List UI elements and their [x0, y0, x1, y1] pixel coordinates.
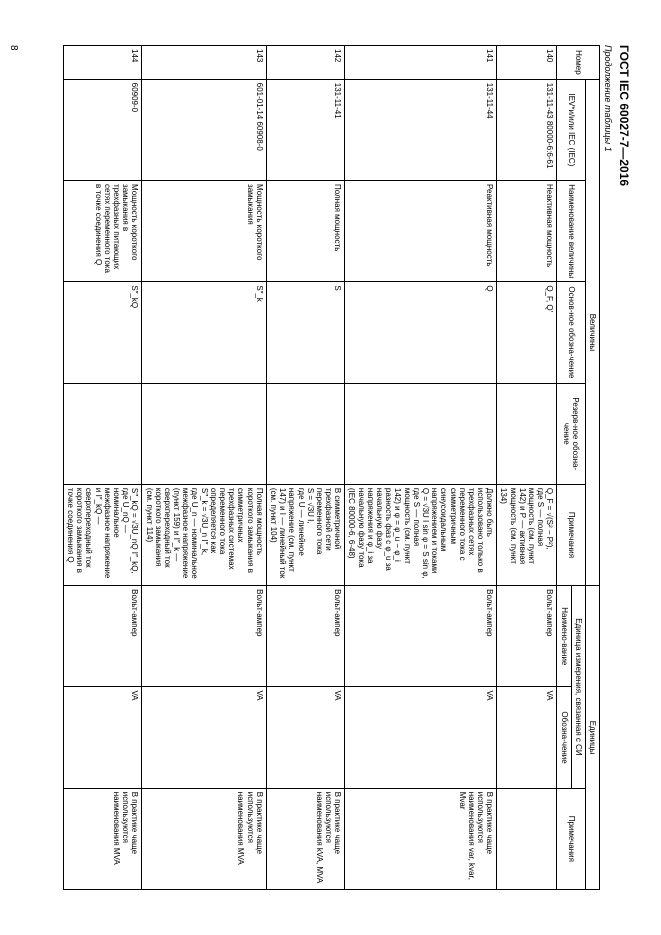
cell-iev: 60909-0	[63, 79, 142, 180]
cell-name: Мощность короткого замыкания	[142, 181, 266, 282]
table-row: 141131-11-44Реактивная мощностьQ Должно б…	[345, 46, 497, 890]
cell-unit-sym: VA	[142, 687, 266, 788]
cell-sym: S″_k	[142, 282, 266, 383]
cell-rsym	[266, 383, 345, 484]
cell-num: 141	[345, 46, 497, 80]
cell-sym: S	[266, 282, 345, 383]
th-units: Единицы	[585, 586, 599, 890]
cell-unit-name: Вольт-ампер	[142, 586, 266, 687]
table-row: 143601-01-14 60908-0Мощность короткого з…	[142, 46, 266, 890]
table-caption: Продолжение таблицы 1	[603, 45, 613, 890]
cell-name: Полная мощность	[266, 181, 345, 282]
cell-name: Реактивная мощность	[345, 181, 497, 282]
cell-unit-sym: VA	[266, 687, 345, 788]
cell-note: S″_kQ = √3U_nQ I″_kQ, где U_nQ — номинал…	[63, 484, 142, 585]
cell-rem: В практике чаще используются наименовани…	[345, 788, 497, 889]
th-unit-name: Наимено-вание	[557, 586, 571, 687]
cell-sym: Q_F, Q'	[497, 282, 557, 383]
th-quantities: Величины	[585, 79, 599, 585]
cell-unit-name: Вольт-ампер	[266, 586, 345, 687]
cell-iev: 131-11-44	[345, 79, 497, 180]
cell-rem	[497, 788, 557, 889]
cell-iev: 131-11-41	[266, 79, 345, 180]
cell-unit-sym: VA	[63, 687, 142, 788]
cell-iev: 601-01-14 60908-0	[142, 79, 266, 180]
cell-note: Полная мощность короткого замыкания в си…	[142, 484, 266, 585]
cell-name: Неактивная мощность	[497, 181, 557, 282]
table-row: 14460909-0Мощность короткого замыкания в…	[63, 46, 142, 890]
cell-unit-name: Вольт-ампер	[345, 586, 497, 687]
cell-rem: В практике чаще используются наименовани…	[63, 788, 142, 889]
cell-rem: В практике чаще используются наименовани…	[266, 788, 345, 889]
cell-sym: S″_kQ	[63, 282, 142, 383]
cell-rem: В практике чаще используются наименовани…	[142, 788, 266, 889]
standards-table: Номер Величины Единицы IEV*и/или IEC (IE…	[63, 45, 600, 890]
cell-rsym	[345, 383, 497, 484]
cell-note: Q_F = √(S² − P²), где S — полная мощност…	[497, 484, 557, 585]
table-head: Номер Величины Единицы IEV*и/или IEC (IE…	[557, 46, 600, 890]
cell-unit-sym: VA	[345, 687, 497, 788]
cell-rsym	[497, 383, 557, 484]
cell-sym: Q	[345, 282, 497, 383]
cell-iev: 131-11-43 80000-6:6-61	[497, 79, 557, 180]
th-number: Номер	[557, 46, 600, 80]
cell-note: Должно быть использовано только в трехфа…	[345, 484, 497, 585]
cell-unit-name: Вольт-ампер	[497, 586, 557, 687]
cell-note: В симметричной трехфазной сети переменно…	[266, 484, 345, 585]
cell-name: Мощность короткого замыкания в трехфазны…	[63, 181, 142, 282]
page-number: 8	[8, 45, 19, 51]
th-siunit: Единица измерения, связанная с СИ	[571, 586, 585, 789]
table-row: 140131-11-43 80000-6:6-61Неактивная мощн…	[497, 46, 557, 890]
cell-unit-sym: VA	[497, 687, 557, 788]
table-row: 142131-11-41Полная мощностьS В симметричн…	[266, 46, 345, 890]
cell-num: 142	[266, 46, 345, 80]
th-rem: Примечания	[557, 788, 585, 889]
th-note: Примечания	[557, 484, 585, 585]
cell-num: 140	[497, 46, 557, 80]
table-body: 140131-11-43 80000-6:6-61Неактивная мощн…	[63, 46, 557, 890]
doc-title: ГОСТ IEC 60027-7—2016	[617, 45, 631, 890]
th-iev: IEV*и/или IEC (IEC)	[557, 79, 585, 180]
cell-num: 143	[142, 46, 266, 80]
cell-rsym	[142, 383, 266, 484]
th-rsym: Резерв-ное обозна-чение	[557, 383, 585, 484]
th-name: Наименование величины	[557, 181, 585, 282]
cell-rsym	[63, 383, 142, 484]
cell-num: 144	[63, 46, 142, 80]
th-unit-sym: Обозна-чение	[557, 687, 571, 788]
cell-unit-name: Вольт-ампер	[63, 586, 142, 687]
th-sym: Основ-ное обозна-чение	[557, 282, 585, 383]
rotated-page: ГОСТ IEC 60027-7—2016 Продолжение таблиц…	[0, 0, 661, 935]
